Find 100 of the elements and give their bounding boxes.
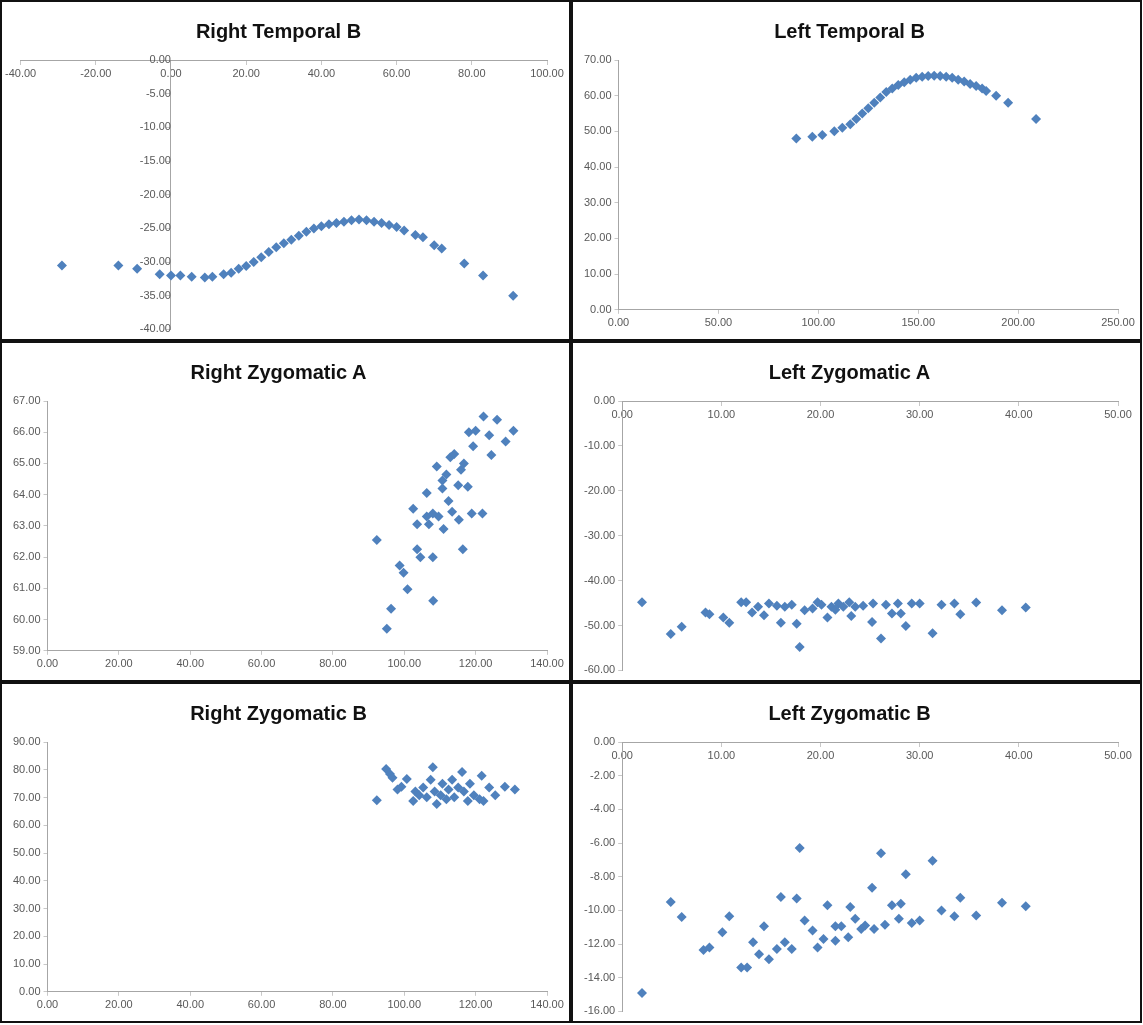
point bbox=[880, 599, 891, 610]
point bbox=[441, 469, 452, 480]
point bbox=[132, 263, 143, 274]
point bbox=[427, 762, 438, 773]
x-tick-label: 20.00 bbox=[105, 657, 133, 670]
point bbox=[316, 221, 327, 232]
point bbox=[371, 534, 382, 545]
point bbox=[412, 519, 423, 530]
x-tick-label: 0.00 bbox=[607, 316, 630, 329]
point bbox=[394, 560, 405, 571]
y-tick-label: -10.00 bbox=[139, 120, 171, 133]
point bbox=[771, 944, 782, 955]
x-tick-label: 40.00 bbox=[176, 998, 204, 1011]
point bbox=[905, 74, 916, 85]
point bbox=[886, 900, 897, 911]
point bbox=[408, 503, 419, 514]
point bbox=[936, 905, 947, 916]
point bbox=[971, 910, 982, 921]
y-tick-label: 60.00 bbox=[13, 818, 41, 831]
y-tick-label: 90.00 bbox=[13, 735, 41, 748]
point bbox=[794, 642, 805, 653]
point bbox=[786, 944, 797, 955]
point bbox=[278, 238, 289, 249]
x-tick-label: 50.00 bbox=[704, 316, 733, 329]
point bbox=[154, 269, 165, 280]
x-tick-label: 140.00 bbox=[530, 657, 564, 670]
point bbox=[463, 427, 474, 438]
point bbox=[423, 519, 434, 530]
point bbox=[717, 927, 728, 938]
point bbox=[807, 131, 818, 142]
point bbox=[875, 92, 886, 103]
point bbox=[845, 902, 856, 913]
point bbox=[398, 567, 409, 578]
point bbox=[914, 915, 925, 926]
y-tick-label: 65.00 bbox=[13, 456, 41, 469]
point bbox=[887, 83, 898, 94]
point bbox=[391, 222, 402, 233]
point bbox=[775, 617, 786, 628]
point bbox=[421, 792, 432, 803]
point bbox=[477, 508, 488, 519]
point bbox=[429, 786, 440, 797]
point bbox=[857, 108, 868, 119]
point bbox=[850, 913, 861, 924]
y-tick-label: 40.00 bbox=[13, 873, 41, 886]
point bbox=[676, 912, 687, 923]
y-tick-label: -20.00 bbox=[139, 187, 171, 200]
point bbox=[754, 949, 765, 960]
y-tick-label: 50.00 bbox=[13, 846, 41, 859]
point bbox=[399, 225, 410, 236]
point bbox=[858, 600, 869, 611]
point bbox=[354, 214, 364, 225]
y-tick-label: 64.00 bbox=[13, 487, 41, 500]
point bbox=[786, 599, 797, 610]
x-tick-label: 80.00 bbox=[319, 998, 347, 1011]
point bbox=[457, 766, 468, 777]
point bbox=[248, 257, 259, 268]
point bbox=[458, 786, 469, 797]
point bbox=[437, 475, 448, 486]
point bbox=[468, 441, 479, 452]
x-tick-label: 100.00 bbox=[387, 998, 422, 1011]
point bbox=[869, 97, 880, 108]
point bbox=[830, 935, 841, 946]
y-tick-label: -25.00 bbox=[139, 221, 171, 234]
point bbox=[718, 612, 729, 623]
point bbox=[486, 450, 497, 461]
y-tick-label: -15.00 bbox=[139, 154, 171, 167]
point bbox=[851, 113, 862, 124]
x-tick-label: 40.00 bbox=[307, 66, 336, 79]
x-tick-label: 40.00 bbox=[1005, 748, 1033, 761]
x-tick-label: 50.00 bbox=[1104, 748, 1132, 761]
y-tick-label: 80.00 bbox=[13, 762, 41, 775]
point bbox=[470, 425, 481, 436]
x-tick-label: 40.00 bbox=[176, 657, 204, 670]
point bbox=[431, 461, 442, 472]
point bbox=[881, 87, 892, 98]
point bbox=[900, 869, 911, 880]
y-tick-label: 0.00 bbox=[593, 394, 616, 407]
point bbox=[791, 893, 802, 904]
point bbox=[500, 436, 511, 447]
point bbox=[376, 217, 387, 228]
y-tick-label: -5.00 bbox=[145, 86, 171, 99]
point bbox=[415, 552, 426, 563]
point bbox=[775, 891, 786, 902]
point bbox=[459, 258, 470, 269]
point bbox=[1031, 113, 1042, 124]
point bbox=[458, 458, 469, 469]
x-tick-label: 60.00 bbox=[247, 657, 276, 670]
point bbox=[433, 511, 444, 522]
point bbox=[499, 781, 510, 792]
y-tick-label: 67.00 bbox=[13, 394, 41, 407]
x-tick-label: 10.00 bbox=[707, 748, 736, 761]
point bbox=[431, 798, 442, 809]
point bbox=[421, 488, 432, 499]
x-tick-label: 120.00 bbox=[458, 657, 493, 670]
point bbox=[286, 234, 297, 245]
point bbox=[822, 900, 833, 911]
point bbox=[893, 913, 904, 924]
point bbox=[955, 892, 966, 903]
y-tick-label: 20.00 bbox=[13, 929, 41, 942]
point bbox=[361, 215, 372, 226]
